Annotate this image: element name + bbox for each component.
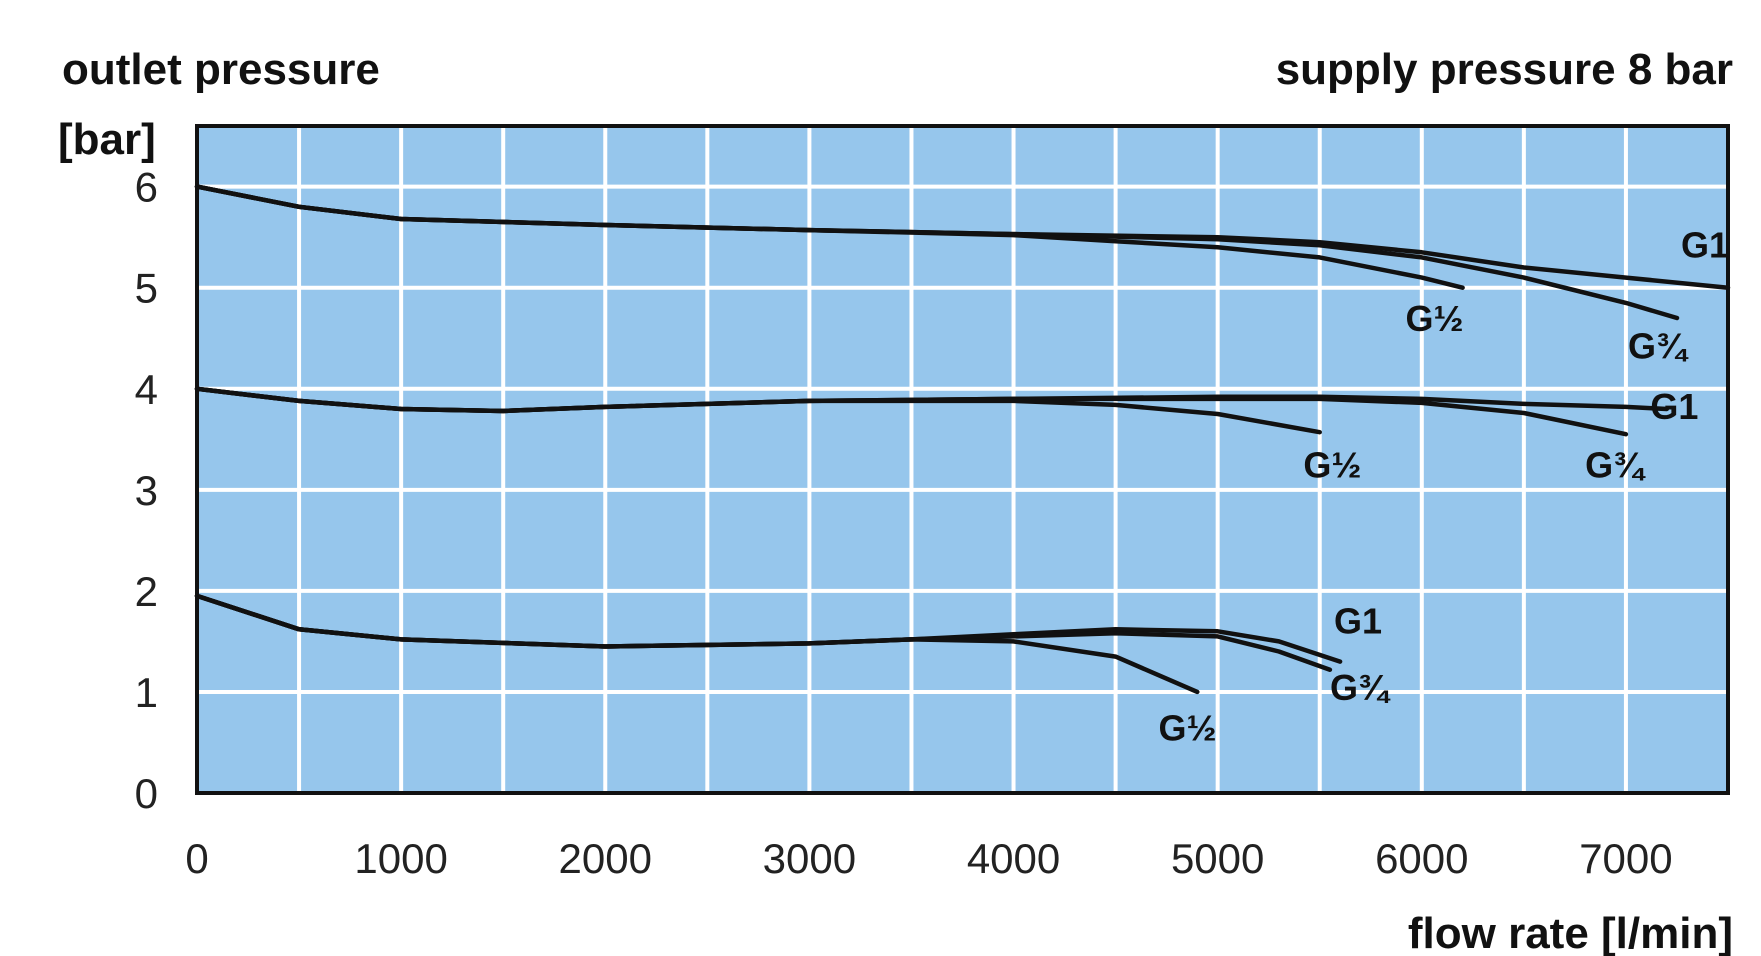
y-tick-label: 2 bbox=[135, 568, 158, 615]
curve-label: G½ bbox=[1158, 707, 1216, 748]
x-tick-label: 0 bbox=[185, 835, 208, 882]
curves bbox=[194, 184, 1731, 695]
x-tick-label: 7000 bbox=[1579, 835, 1672, 882]
y-tick-label: 6 bbox=[135, 164, 158, 211]
y-tick-label: 4 bbox=[135, 366, 158, 413]
curve-label: G1 bbox=[1334, 600, 1382, 641]
y-tick-label: 0 bbox=[135, 770, 158, 817]
chart-title: supply pressure 8 bar bbox=[1276, 45, 1733, 94]
curve-label: G¾ bbox=[1628, 325, 1689, 366]
x-tick-label: 1000 bbox=[354, 835, 447, 882]
x-tick-label: 6000 bbox=[1375, 835, 1468, 882]
x-tick-label: 3000 bbox=[763, 835, 856, 882]
y-tick-label: 1 bbox=[135, 669, 158, 716]
x-tick-label: 5000 bbox=[1171, 835, 1264, 882]
curve-label: G½ bbox=[1405, 298, 1463, 339]
plot-frame bbox=[195, 124, 1730, 795]
curve-label: G½ bbox=[1303, 445, 1361, 486]
y-tick-label: 5 bbox=[135, 265, 158, 312]
curve-label: G1 bbox=[1681, 224, 1729, 265]
y-axis-label-line1: outlet pressure bbox=[62, 45, 380, 94]
series-line bbox=[194, 184, 1465, 290]
curve-label: G¾ bbox=[1585, 445, 1646, 486]
y-axis-label-line2: [bar] bbox=[58, 115, 156, 164]
y-tick-label: 3 bbox=[135, 467, 158, 514]
x-axis-label: flow rate [l/min] bbox=[1408, 909, 1733, 956]
series-line bbox=[194, 593, 1200, 695]
curve-label: G¾ bbox=[1330, 667, 1391, 708]
plot-area bbox=[197, 126, 1728, 793]
x-tick-label: 2000 bbox=[559, 835, 652, 882]
curve-label: G1 bbox=[1650, 386, 1698, 427]
x-tick-label: 4000 bbox=[967, 835, 1060, 882]
y-axis-ticks: 0 1 2 3 4 5 6 bbox=[135, 164, 158, 817]
series-line bbox=[194, 386, 1322, 435]
x-axis-ticks: 0 1000 2000 3000 4000 5000 6000 7000 bbox=[185, 835, 1672, 882]
